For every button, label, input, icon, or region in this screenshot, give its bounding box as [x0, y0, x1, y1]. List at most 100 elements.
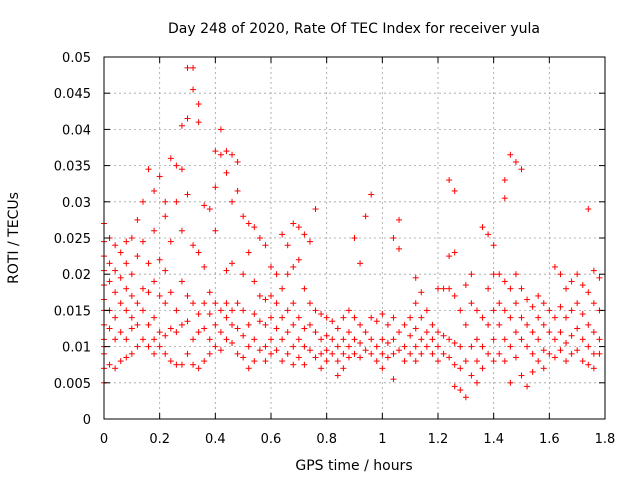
data-point	[535, 336, 542, 343]
data-point	[329, 336, 336, 343]
data-point	[112, 289, 119, 296]
data-point	[167, 238, 174, 245]
data-point	[529, 368, 536, 375]
data-point	[167, 289, 174, 296]
data-point	[301, 285, 308, 292]
data-point	[412, 358, 419, 365]
x-tick-label: 0.2	[149, 432, 170, 447]
data-point	[184, 115, 191, 122]
data-point	[195, 329, 202, 336]
data-point	[201, 325, 208, 332]
data-point	[568, 278, 575, 285]
data-point	[217, 329, 224, 336]
data-point	[546, 329, 553, 336]
data-point	[318, 365, 325, 372]
data-point	[551, 354, 558, 361]
data-point	[173, 198, 180, 205]
data-point	[446, 336, 453, 343]
data-point	[190, 300, 197, 307]
data-point	[590, 329, 597, 336]
x-tick-label: 1.4	[483, 432, 504, 447]
data-point	[557, 271, 564, 278]
data-point	[295, 256, 302, 263]
data-point	[540, 365, 547, 372]
data-point	[173, 329, 180, 336]
data-point	[134, 300, 141, 307]
data-point	[318, 350, 325, 357]
data-point	[151, 278, 158, 285]
data-point	[151, 227, 158, 234]
data-point	[206, 336, 213, 343]
data-point	[368, 191, 375, 198]
data-point	[462, 358, 469, 365]
data-point	[262, 296, 269, 303]
data-point	[295, 336, 302, 343]
data-point	[323, 314, 330, 321]
data-point	[501, 278, 508, 285]
data-point	[212, 184, 219, 191]
data-point	[273, 347, 280, 354]
data-point	[117, 249, 124, 256]
data-point	[535, 292, 542, 299]
data-point	[446, 177, 453, 184]
data-point	[295, 314, 302, 321]
data-point	[306, 300, 313, 307]
data-point	[290, 343, 297, 350]
data-point	[128, 314, 135, 321]
data-point	[251, 358, 258, 365]
data-point	[435, 343, 441, 350]
y-tick-label: 0.04	[62, 123, 91, 138]
data-points	[101, 64, 603, 401]
data-point	[240, 332, 247, 339]
data-point	[435, 285, 441, 292]
y-tick-label: 0.005	[54, 377, 91, 392]
data-point	[384, 339, 391, 346]
data-point	[379, 365, 386, 372]
data-point	[368, 314, 375, 321]
data-point	[195, 101, 202, 108]
data-point	[568, 350, 575, 357]
data-point	[457, 343, 464, 350]
data-point	[535, 358, 542, 365]
data-point	[123, 238, 130, 245]
data-point	[574, 325, 581, 332]
data-point	[268, 350, 274, 357]
data-point	[401, 343, 408, 350]
y-tick-label: 0.03	[62, 196, 91, 211]
data-point	[268, 314, 274, 321]
data-point	[223, 300, 230, 307]
data-point	[190, 361, 197, 368]
data-point	[245, 343, 252, 350]
data-point	[390, 376, 397, 383]
data-point	[518, 314, 525, 321]
data-point	[574, 300, 581, 307]
data-point	[340, 314, 347, 321]
data-point	[134, 343, 141, 350]
data-point	[151, 350, 158, 357]
y-tick-label: 0.01	[62, 341, 91, 356]
data-point	[128, 350, 135, 357]
x-tick-label: 1	[378, 432, 386, 447]
data-point	[223, 148, 230, 155]
data-point	[473, 358, 480, 365]
data-point	[524, 383, 531, 390]
data-point	[524, 296, 531, 303]
data-point	[485, 321, 492, 328]
data-point	[217, 307, 224, 314]
data-point	[551, 263, 558, 270]
data-point	[563, 285, 570, 292]
data-point	[145, 343, 152, 350]
data-point	[490, 358, 497, 365]
data-point	[468, 343, 475, 350]
data-point	[212, 300, 219, 307]
data-point	[229, 151, 236, 158]
data-point	[229, 198, 236, 205]
data-point	[279, 285, 286, 292]
data-point	[145, 289, 152, 296]
data-point	[501, 307, 508, 314]
data-point	[306, 238, 313, 245]
data-point	[117, 274, 124, 281]
data-point	[279, 336, 286, 343]
data-point	[390, 235, 397, 241]
data-point	[368, 350, 375, 357]
